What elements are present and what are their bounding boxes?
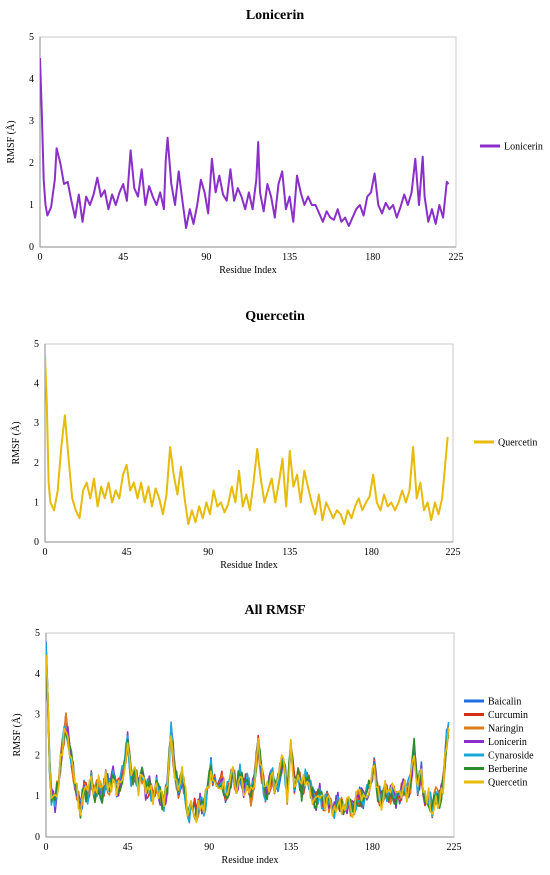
x-tick-label: 180 <box>365 842 380 853</box>
legend-label: Lonicerin <box>504 142 543 153</box>
x-axis-label: Residue Index <box>220 560 278 571</box>
y-tick-label: 2 <box>34 458 39 469</box>
y-tick-label: 3 <box>29 116 34 127</box>
legend-label: Naringin <box>488 724 524 735</box>
y-tick-label: 0 <box>29 242 34 253</box>
chart-panel-lonicerin: Lonicerin 0 45 90 135 180 225 0 1 2 3 4 5 Residue In… <box>0 0 550 290</box>
y-tick-label: 0 <box>34 537 39 548</box>
x-tick-label: 135 <box>282 547 297 558</box>
y-tick-label: 4 <box>29 74 34 85</box>
y-tick-label: 1 <box>35 791 40 802</box>
legend-label: Lonicerin <box>488 737 527 748</box>
x-tick-label: 225 <box>446 547 461 558</box>
x-tick-label: 90 <box>203 547 213 558</box>
x-tick-label: 135 <box>283 842 298 853</box>
x-tick-label: 0 <box>38 252 43 263</box>
plot-area <box>45 632 455 838</box>
series-line-berberine <box>46 659 450 819</box>
chart-title: Quercetin <box>245 309 305 324</box>
x-tick-label: 225 <box>447 842 462 853</box>
x-tick-label: 45 <box>123 842 133 853</box>
y-tick-label: 4 <box>35 669 40 680</box>
y-tick-label: 0 <box>35 832 40 843</box>
series-line-lonicerin <box>40 57 450 230</box>
x-tick-label: 90 <box>201 252 211 263</box>
y-tick-label: 5 <box>34 339 39 350</box>
x-tick-label: 0 <box>43 547 48 558</box>
y-tick-label: 5 <box>29 32 34 43</box>
y-tick-label: 3 <box>35 710 40 721</box>
x-tick-label: 45 <box>122 547 132 558</box>
legend-label: Baicalin <box>488 697 521 708</box>
y-axis-label: RMSF (Å) <box>5 120 17 163</box>
series-line-quercetin <box>46 654 450 824</box>
chart-title: All RMSF <box>244 603 306 618</box>
chart-title: Lonicerin <box>245 8 305 23</box>
y-tick-label: 2 <box>29 158 34 169</box>
x-tick-label: 180 <box>365 252 380 263</box>
plot-area <box>44 343 454 543</box>
chart-panel-all-rmsf: All RMSF 0 45 90 135 180 225 0 1 2 3 4 5 Residue ind… <box>0 595 550 875</box>
x-tick-label: 135 <box>282 252 297 263</box>
y-tick-label: 4 <box>34 379 39 390</box>
series-line-quercetin <box>45 355 449 526</box>
x-tick-label: 180 <box>364 547 379 558</box>
y-axis-label: RMSF (Å) <box>10 421 22 464</box>
x-tick-label: 225 <box>449 252 464 263</box>
legend-label: Quercetin <box>498 438 537 449</box>
x-tick-label: 45 <box>118 252 128 263</box>
x-axis-label: Residue index <box>222 855 279 866</box>
y-axis-label: RMSF (Å) <box>11 713 23 756</box>
x-axis-label: Residue Index <box>219 265 277 276</box>
legend-label: Curcumin <box>488 710 528 721</box>
x-tick-label: 0 <box>44 842 49 853</box>
y-tick-label: 2 <box>35 750 40 761</box>
legend-label: Quercetin <box>488 778 527 789</box>
y-tick-label: 5 <box>35 628 40 639</box>
chart-panel-quercetin: Quercetin 0 45 90 135 180 225 0 1 2 3 4 5 Residue In… <box>0 300 550 590</box>
y-tick-label: 1 <box>29 200 34 211</box>
y-tick-label: 1 <box>34 497 39 508</box>
legend-label: Cynaroside <box>488 751 534 762</box>
series-line-cynaroside <box>46 643 450 824</box>
legend-label: Berberine <box>488 764 528 775</box>
plot-area <box>39 36 457 248</box>
y-tick-label: 3 <box>34 418 39 429</box>
x-tick-label: 90 <box>204 842 214 853</box>
